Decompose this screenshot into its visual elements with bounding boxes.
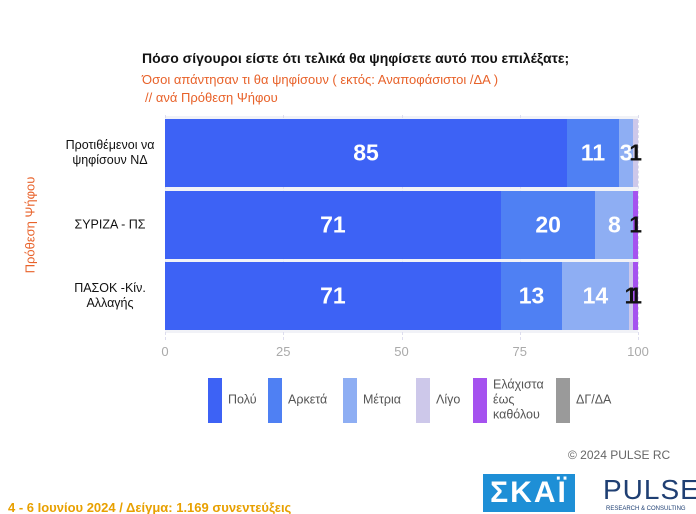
x-tick-label: 50 [394, 344, 409, 359]
legend-swatch [343, 378, 357, 423]
logo: PULSE [603, 474, 696, 505]
value-label: 20 [535, 211, 561, 238]
legend-label: Μέτρια [363, 392, 402, 407]
value-label: 14 [582, 282, 609, 309]
value-label: 1 [629, 139, 643, 166]
value-label: 3 [619, 139, 633, 166]
bar-segment [633, 262, 638, 330]
legend-label: Λίγο [436, 392, 461, 407]
category-label: ΠΑΣΟΚ -Κίν. Αλλαγής [74, 281, 146, 310]
value-label: 8 [607, 211, 621, 238]
bar-segment [595, 191, 634, 259]
grid-line [638, 115, 639, 340]
bar-segment [562, 262, 629, 330]
value-label: 11 [580, 139, 606, 166]
copyright: © 2024 PULSE RC [568, 448, 671, 462]
bar-segment [500, 262, 563, 330]
legend-label: Ελάχιστα έως καθόλου [493, 377, 544, 422]
bar-segment [165, 191, 501, 259]
legend-label: ΔΓ/ΔΑ [576, 392, 612, 407]
subtitle: // ανά Πρόθεση Ψήφου [145, 90, 278, 105]
y-axis-label: Πρόθεση Ψήφου [22, 176, 38, 274]
x-tick-label: 100 [627, 344, 649, 359]
category-label: ΣΥΡΙΖΑ - ΠΣ [74, 217, 146, 232]
value-label: 71 [320, 211, 346, 238]
footer: 4 - 6 Ιουνίου 2024 / Δείγμα: 1.169 συνεν… [8, 500, 292, 514]
category-label: Προτιθέμενοι να ψηφίσουν ΝΔ [65, 138, 155, 167]
legend-label: Αρκετά [288, 392, 328, 407]
bar-segment [165, 262, 501, 330]
x-tick-label: 25 [276, 344, 291, 359]
logo-sub: RESEARCH & CONSULTING [606, 506, 686, 512]
legend-swatch [556, 378, 570, 423]
legend-label: Πολύ [228, 392, 257, 407]
bar-segment [619, 119, 634, 187]
value-label: 13 [518, 282, 545, 309]
bar-segment [567, 119, 620, 187]
legend-swatch [268, 378, 282, 423]
value-label: 1 [629, 282, 643, 309]
value-label: 71 [320, 282, 346, 309]
value-label: 1 [629, 211, 643, 238]
bar-segment [628, 262, 634, 330]
legend-swatch [416, 378, 430, 423]
bar-segment [633, 191, 638, 259]
legend-swatch [208, 378, 222, 423]
logo: ΣΚΑΪ [483, 474, 575, 512]
bar-segment [165, 119, 568, 187]
legend-swatch [473, 378, 487, 423]
bar-segment [500, 191, 596, 259]
x-tick-label: 0 [161, 344, 169, 359]
x-tick-label: 75 [512, 344, 527, 359]
chart-title: Πόσο σίγουροι είστε ότι τελικά θα ψηφίσε… [142, 50, 570, 66]
subtitle: Όσοι απάντησαν τι θα ψηφίσουν ( εκτός: Α… [142, 72, 499, 87]
value-label: 85 [353, 139, 379, 166]
bar-segment [633, 119, 638, 187]
